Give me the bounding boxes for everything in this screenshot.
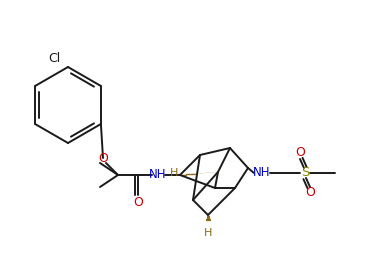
Text: S: S	[301, 167, 309, 179]
Text: O: O	[98, 151, 108, 164]
Text: H: H	[204, 228, 212, 238]
Text: O: O	[295, 147, 305, 159]
Text: NH: NH	[149, 168, 167, 182]
Text: O: O	[305, 187, 315, 199]
Text: NH: NH	[253, 167, 271, 179]
Text: H: H	[170, 168, 178, 178]
Text: Cl: Cl	[48, 53, 60, 65]
Text: O: O	[133, 197, 143, 210]
